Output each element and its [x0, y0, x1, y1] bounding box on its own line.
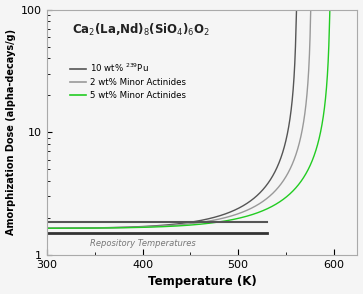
10 wt% $^{239}$Pu — [45, 226, 49, 230]
5 wt% Minor Actinides — [76, 226, 81, 230]
2 wt% Minor Actinides — [45, 226, 49, 230]
2 wt% Minor Actinides — [121, 226, 125, 229]
2 wt% Minor Actinides — [309, 8, 314, 11]
2 wt% Minor Actinides — [281, 179, 286, 182]
Text: Repository Temperatures: Repository Temperatures — [90, 239, 196, 248]
10 wt% $^{239}$Pu — [260, 189, 264, 192]
Line: 5 wt% Minor Actinides: 5 wt% Minor Actinides — [47, 10, 331, 228]
2 wt% Minor Actinides — [158, 224, 162, 228]
Line: 10 wt% $^{239}$Pu: 10 wt% $^{239}$Pu — [47, 10, 297, 228]
10 wt% $^{239}$Pu — [295, 8, 299, 11]
Line: 2 wt% Minor Actinides: 2 wt% Minor Actinides — [47, 10, 311, 228]
10 wt% $^{239}$Pu — [276, 163, 280, 167]
5 wt% Minor Actinides — [142, 225, 146, 229]
10 wt% $^{239}$Pu — [227, 211, 231, 214]
10 wt% $^{239}$Pu — [294, 8, 299, 11]
Legend: 10 wt% $^{239}$Pu, 2 wt% Minor Actinides, 5 wt% Minor Actinides: 10 wt% $^{239}$Pu, 2 wt% Minor Actinides… — [67, 58, 189, 103]
5 wt% Minor Actinides — [294, 185, 299, 189]
5 wt% Minor Actinides — [229, 218, 233, 222]
5 wt% Minor Actinides — [145, 225, 150, 229]
10 wt% $^{239}$Pu — [252, 197, 256, 200]
5 wt% Minor Actinides — [316, 141, 320, 145]
2 wt% Minor Actinides — [248, 207, 253, 211]
10 wt% $^{239}$Pu — [169, 223, 174, 226]
2 wt% Minor Actinides — [275, 186, 280, 190]
5 wt% Minor Actinides — [45, 226, 49, 230]
5 wt% Minor Actinides — [328, 8, 332, 11]
10 wt% $^{239}$Pu — [263, 185, 268, 188]
Text: Ca$_2$(La,Nd)$_8$(SiO$_4$)$_6$O$_2$: Ca$_2$(La,Nd)$_8$(SiO$_4$)$_6$O$_2$ — [72, 22, 210, 38]
2 wt% Minor Actinides — [288, 167, 293, 170]
5 wt% Minor Actinides — [329, 8, 333, 11]
X-axis label: Temperature (K): Temperature (K) — [148, 275, 257, 288]
Y-axis label: Amorphization Dose (alpha-decays/g): Amorphization Dose (alpha-decays/g) — [5, 29, 16, 235]
2 wt% Minor Actinides — [309, 8, 313, 11]
